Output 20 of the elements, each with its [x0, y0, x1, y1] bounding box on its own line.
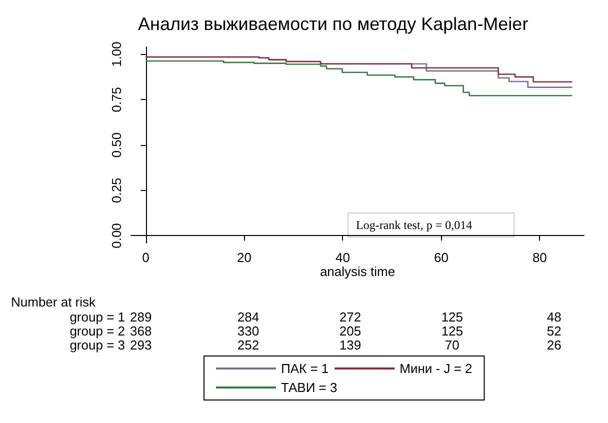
y-tick-label: 0.75 — [109, 86, 124, 112]
x-tick-label: 80 — [532, 250, 547, 265]
x-tick-label: 20 — [237, 250, 252, 265]
y-tick-label: 0.25 — [109, 178, 124, 204]
text: Number at risk — [11, 294, 96, 310]
text: group = 2 368 330 205 125 52 — [70, 324, 562, 338]
y-tick-label: 0.50 — [109, 132, 124, 158]
x-tick-label: 40 — [335, 250, 350, 265]
annotation: Log-rank test, p = 0,014 — [356, 218, 472, 232]
legend-label: ПАК = 1 — [281, 361, 329, 376]
text: group = 3 293 252 139 70 26 — [70, 338, 562, 352]
legend-label: Мини - J = 2 — [400, 361, 472, 376]
y-tick-label: 0.00 — [109, 223, 124, 248]
x-tick-label: 0 — [142, 250, 150, 265]
legend-label: ТАВИ = 3 — [281, 380, 338, 395]
y-tick-label: 1.00 — [109, 42, 124, 67]
x-axis-title: analysis time — [320, 264, 396, 279]
chart-title: Анализ выживаемости по методу Kaplan-Meier — [138, 14, 528, 34]
x-tick-label: 60 — [434, 250, 448, 265]
text: group = 1 289 284 272 125 48 — [70, 310, 562, 324]
